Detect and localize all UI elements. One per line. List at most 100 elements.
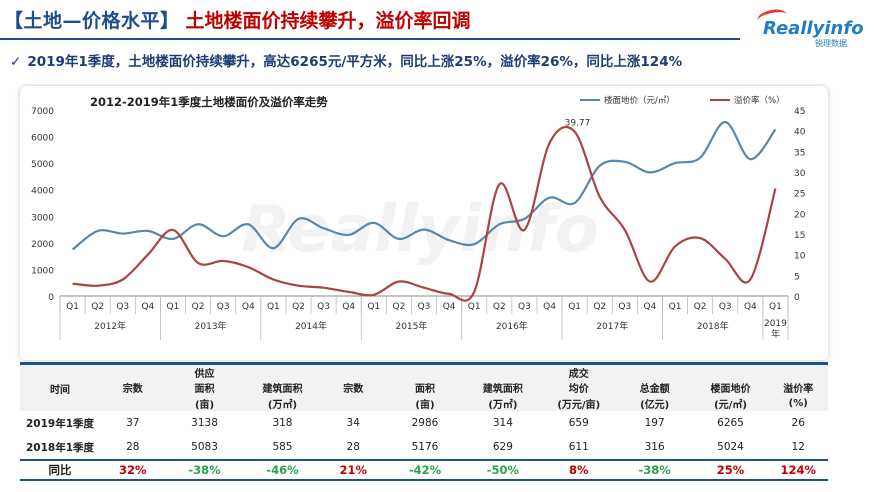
supply-group-header: 供应 xyxy=(165,362,244,380)
year-label-suffix: 年 xyxy=(771,328,780,340)
right-tick-label: 30 xyxy=(794,169,806,179)
logo-subtext: 锐理数据 xyxy=(815,39,847,48)
row-label: 同比 xyxy=(20,459,100,481)
quarter-tick-label: Q4 xyxy=(644,302,657,312)
quarter-tick-label: Q1 xyxy=(669,302,682,312)
year-label: 2019 xyxy=(764,319,787,329)
right-tick-label: 10 xyxy=(794,252,806,262)
right-tick-label: 35 xyxy=(794,148,805,158)
quarter-tick-label: Q3 xyxy=(618,302,631,312)
col-header-7: 总金额 xyxy=(616,380,693,395)
right-tick-label: 5 xyxy=(794,272,800,282)
left-tick-label: 5000 xyxy=(31,160,54,170)
table-cell: 8% xyxy=(540,459,617,481)
quarter-tick-label: Q4 xyxy=(342,302,355,312)
right-tick-label: 40 xyxy=(794,128,806,138)
right-tick-label: 20 xyxy=(794,210,806,220)
table-cell: -46% xyxy=(243,459,322,481)
left-tick-label: 6000 xyxy=(31,134,54,144)
col-header-0: 宗数 xyxy=(99,380,166,395)
title-underline xyxy=(0,38,740,40)
table-cell: 3138 xyxy=(191,417,218,429)
col-unit-8: (元/㎡) xyxy=(692,395,769,411)
table-cell: 37 xyxy=(126,417,140,429)
table-row: 2018年1季度 28 5083 585 28 5176 629 611 316 5024 12 xyxy=(20,435,828,460)
year-label: 2013年 xyxy=(195,320,227,332)
left-tick-label: 3000 xyxy=(31,213,54,223)
table-cell: 318 xyxy=(272,417,293,429)
quarter-tick-label: Q2 xyxy=(593,302,606,312)
table-cell: 21% xyxy=(321,459,385,481)
deal-group-header: 成交 xyxy=(540,362,617,380)
chart-panel: Reallyinfo 2012-2019年1季度土地楼面价及溢价率走势 0 1000 2… xyxy=(20,86,828,360)
quarter-tick-label: Q4 xyxy=(543,302,556,312)
table-cell: 5083 xyxy=(191,441,218,453)
trend-chart: Reallyinfo2012-2019年1季度土地楼面价及溢价率走势010002… xyxy=(31,95,806,340)
col-header-2: 建筑面积 xyxy=(243,380,322,395)
col-header-9: 溢价率 xyxy=(768,380,828,395)
quarter-tick-label: Q3 xyxy=(116,302,129,312)
col-unit-0 xyxy=(99,395,166,411)
chart-title: 2012-2019年1季度土地楼面价及溢价率走势 xyxy=(90,95,328,109)
col-unit-6: (万元/亩) xyxy=(540,395,617,411)
table-cell: -50% xyxy=(464,459,541,481)
col-unit-9: (%) xyxy=(768,395,828,411)
table-cell: -38% xyxy=(616,459,693,481)
col-header-6: 均价 xyxy=(540,380,617,395)
table-row: 同比 32% -38% -46% 21% -42% -50% 8% -38% 25% 124% xyxy=(20,459,828,481)
table-cell: 34 xyxy=(346,417,360,429)
right-tick-label: 25 xyxy=(794,190,805,200)
quarter-tick-label: Q2 xyxy=(91,302,104,312)
legend-label-0: 楼面地价（元/㎡） xyxy=(604,95,675,106)
logo-wordmark: Reallyinfo xyxy=(763,18,864,39)
quarter-tick-label: Q1 xyxy=(267,302,280,312)
table-cell: 25% xyxy=(692,459,769,481)
quarter-tick-label: Q3 xyxy=(719,302,732,312)
table-row: 2019年1季度 37 3138 318 34 2986 314 659 197 6265 26 xyxy=(20,411,828,435)
table-cell: -42% xyxy=(384,459,465,481)
year-label: 2015年 xyxy=(395,320,427,332)
table-cell: 585 xyxy=(272,441,293,453)
quarter-tick-label: Q1 xyxy=(167,302,180,312)
quarter-tick-label: Q1 xyxy=(468,302,481,312)
quarter-tick-label: Q1 xyxy=(367,302,380,312)
table-cell: 26 xyxy=(791,417,805,429)
legend-label-1: 溢价率（%） xyxy=(734,95,785,106)
left-tick-label: 1000 xyxy=(31,266,54,276)
quarter-tick-label: Q3 xyxy=(518,302,531,312)
quarter-tick-label: Q1 xyxy=(769,302,782,312)
quarter-tick-label: Q2 xyxy=(292,302,305,312)
stats-table: 时间 供应 成交 宗数 面积 建筑面积 宗数 面积 建筑面积 均价 总金额 楼面地价 溢价率 (亩… xyxy=(20,362,828,481)
series-line-0 xyxy=(71,120,777,251)
year-label: 2012年 xyxy=(94,320,126,332)
left-tick-label: 0 xyxy=(48,293,54,303)
table-cell: 2986 xyxy=(411,417,439,429)
brand-logo: Reallyinfo 锐理数据 xyxy=(755,7,867,48)
col-unit-3 xyxy=(321,395,385,411)
section-title: 【土地—价格水平】 xyxy=(4,9,180,32)
summary-bullet: ✓ 2019年1季度，土地楼面价持续攀升，高达6265元/平方米，同比上涨25%，… xyxy=(10,50,682,70)
table-cell: 28 xyxy=(126,441,140,453)
col-header-4: 面积 xyxy=(384,380,465,395)
table-cell: 5024 xyxy=(717,441,744,453)
table-cell: 197 xyxy=(644,417,665,429)
peak-annotation: 39.77 xyxy=(565,119,591,129)
left-tick-label: 4000 xyxy=(31,187,54,197)
col-header-5: 建筑面积 xyxy=(464,380,541,395)
col-header-8: 楼面地价 xyxy=(692,380,769,395)
col-header-3: 宗数 xyxy=(321,380,385,395)
table-cell: 5176 xyxy=(411,441,439,453)
table-cell: 611 xyxy=(568,441,589,453)
quarter-tick-label: Q4 xyxy=(443,302,456,312)
quarter-tick-label: Q3 xyxy=(317,302,330,312)
table-cell: 28 xyxy=(346,441,360,453)
year-label: 2016年 xyxy=(496,320,528,332)
time-header: 时间 xyxy=(20,362,100,411)
col-unit-2: (万㎡) xyxy=(243,395,322,411)
summary-text: 2019年1季度，土地楼面价持续攀升，高达6265元/平方米，同比上涨25%，溢… xyxy=(27,54,683,70)
row-label: 2019年1季度 xyxy=(25,417,94,430)
table-cell: 124% xyxy=(768,459,828,481)
right-tick-label: 0 xyxy=(794,293,800,303)
quarter-tick-label: Q4 xyxy=(242,302,255,312)
right-tick-label: 45 xyxy=(794,107,805,117)
